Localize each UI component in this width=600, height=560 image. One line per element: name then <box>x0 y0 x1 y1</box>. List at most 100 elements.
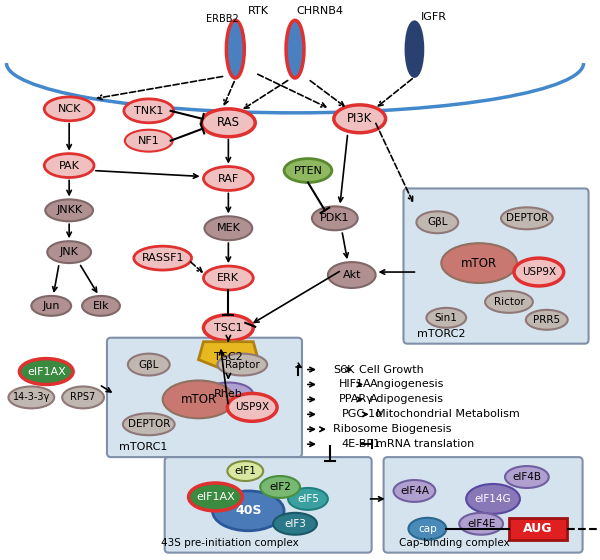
Bar <box>509 518 566 540</box>
Ellipse shape <box>203 266 253 290</box>
Ellipse shape <box>459 513 503 535</box>
Polygon shape <box>199 342 258 371</box>
Ellipse shape <box>260 476 300 498</box>
Ellipse shape <box>203 382 253 407</box>
Ellipse shape <box>212 491 284 531</box>
Ellipse shape <box>203 315 253 340</box>
Ellipse shape <box>123 413 175 435</box>
FancyBboxPatch shape <box>383 457 583 553</box>
FancyBboxPatch shape <box>164 457 371 553</box>
Text: Angiogenesis: Angiogenesis <box>370 380 445 389</box>
Ellipse shape <box>485 291 533 313</box>
Text: Adipogenesis: Adipogenesis <box>370 394 444 404</box>
Text: Sin1: Sin1 <box>435 313 458 323</box>
Text: eIF4E: eIF4E <box>467 519 495 529</box>
Text: 14-3-3γ: 14-3-3γ <box>13 393 50 403</box>
Text: Raptor: Raptor <box>225 360 260 370</box>
Text: mTOR: mTOR <box>181 393 217 406</box>
Text: RASSF1: RASSF1 <box>142 253 184 263</box>
Text: RPS7: RPS7 <box>70 393 96 403</box>
Text: ERBB2: ERBB2 <box>206 15 239 24</box>
Ellipse shape <box>514 258 563 286</box>
Ellipse shape <box>45 199 93 221</box>
Text: DEPTOR: DEPTOR <box>506 213 548 223</box>
Text: IGFR: IGFR <box>421 12 448 22</box>
Text: HIF1A: HIF1A <box>339 380 371 389</box>
Text: eIF3: eIF3 <box>284 519 306 529</box>
Text: TSC2: TSC2 <box>214 352 243 362</box>
Ellipse shape <box>8 386 54 408</box>
Ellipse shape <box>394 480 436 502</box>
Text: eIF1: eIF1 <box>235 466 256 476</box>
Text: RAF: RAF <box>218 174 239 184</box>
Text: mTORC2: mTORC2 <box>418 329 466 339</box>
Text: mTOR: mTOR <box>461 256 497 269</box>
Ellipse shape <box>125 130 173 152</box>
Ellipse shape <box>284 158 332 183</box>
Ellipse shape <box>203 166 253 190</box>
Ellipse shape <box>188 483 242 511</box>
Ellipse shape <box>205 216 252 240</box>
Text: mTORC1: mTORC1 <box>119 442 167 452</box>
Ellipse shape <box>427 308 466 328</box>
Ellipse shape <box>163 380 235 418</box>
Text: mRNA translation: mRNA translation <box>376 439 474 449</box>
Text: GβL: GβL <box>139 360 159 370</box>
Text: MEK: MEK <box>217 223 240 234</box>
Text: 43S pre-initiation complex: 43S pre-initiation complex <box>161 538 299 548</box>
Text: PAK: PAK <box>59 161 80 171</box>
Ellipse shape <box>62 386 104 408</box>
Text: PTEN: PTEN <box>293 166 322 175</box>
Ellipse shape <box>501 207 553 229</box>
Text: USP9X: USP9X <box>235 403 269 412</box>
Ellipse shape <box>82 296 120 316</box>
Text: eIF1AX: eIF1AX <box>27 367 65 376</box>
Ellipse shape <box>19 358 73 385</box>
Text: eIF5: eIF5 <box>297 494 319 504</box>
Text: Jun: Jun <box>43 301 60 311</box>
Text: Mitochondrial Metabolism: Mitochondrial Metabolism <box>376 409 520 419</box>
Ellipse shape <box>226 20 244 78</box>
Ellipse shape <box>47 241 91 263</box>
Text: TSC1: TSC1 <box>214 323 242 333</box>
Ellipse shape <box>128 353 170 376</box>
Ellipse shape <box>406 22 423 77</box>
Text: Rheb: Rheb <box>214 389 243 399</box>
Ellipse shape <box>416 211 458 233</box>
Text: JNK: JNK <box>60 247 79 257</box>
Ellipse shape <box>227 461 263 481</box>
Ellipse shape <box>288 488 328 510</box>
Text: PGC-1α: PGC-1α <box>341 409 383 419</box>
Text: Cap-binding complex: Cap-binding complex <box>399 538 509 548</box>
Ellipse shape <box>441 243 517 283</box>
Text: eIF14G: eIF14G <box>475 494 511 504</box>
Ellipse shape <box>328 262 376 288</box>
Text: eIF4A: eIF4A <box>400 486 429 496</box>
Text: Elk: Elk <box>92 301 109 311</box>
Text: PDK1: PDK1 <box>320 213 350 223</box>
Ellipse shape <box>505 466 549 488</box>
FancyBboxPatch shape <box>403 189 589 344</box>
Text: PI3K: PI3K <box>347 113 373 125</box>
Text: DEPTOR: DEPTOR <box>128 419 170 430</box>
Text: ERK: ERK <box>217 273 239 283</box>
Text: cap: cap <box>418 524 437 534</box>
Text: GβL: GβL <box>427 217 448 227</box>
Text: RTK: RTK <box>248 6 269 16</box>
Ellipse shape <box>44 153 94 178</box>
Ellipse shape <box>217 353 267 376</box>
Text: eIF2: eIF2 <box>269 482 291 492</box>
Ellipse shape <box>124 99 173 123</box>
Text: NCK: NCK <box>58 104 81 114</box>
Text: USP9X: USP9X <box>522 267 556 277</box>
Text: PRR5: PRR5 <box>533 315 560 325</box>
Text: Cell Growth: Cell Growth <box>359 365 424 375</box>
Text: PPARγ: PPARγ <box>339 394 374 404</box>
Text: Ribosome Biogenesis: Ribosome Biogenesis <box>333 424 451 434</box>
Text: 4E-BP1: 4E-BP1 <box>341 439 381 449</box>
Ellipse shape <box>227 394 277 421</box>
Text: eIF1AX: eIF1AX <box>196 492 235 502</box>
Text: S6K: S6K <box>333 365 355 375</box>
Text: Rictor: Rictor <box>494 297 524 307</box>
Ellipse shape <box>273 513 317 535</box>
